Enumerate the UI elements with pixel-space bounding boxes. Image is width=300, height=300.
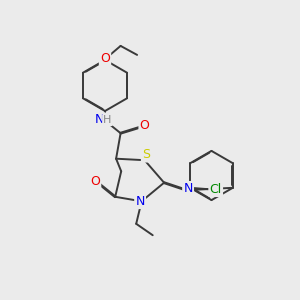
Text: O: O [100, 52, 110, 65]
Text: N: N [135, 195, 145, 208]
Text: O: O [140, 119, 149, 132]
Text: O: O [90, 175, 100, 188]
Text: H: H [103, 115, 112, 125]
Text: N: N [183, 182, 193, 195]
Text: Cl: Cl [210, 183, 222, 196]
Text: S: S [142, 148, 150, 161]
Text: N: N [95, 113, 104, 127]
